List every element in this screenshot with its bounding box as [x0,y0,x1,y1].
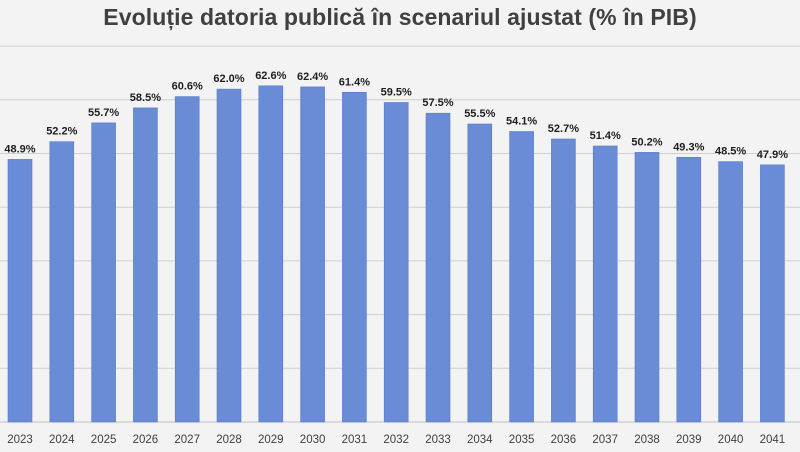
bar-2037 [592,145,618,423]
x-tick-label-2025: 2025 [91,434,117,446]
data-label-2035: 54.1% [506,116,537,128]
x-tick-label-2040: 2040 [718,434,744,446]
x-tick-label-2030: 2030 [300,434,326,446]
x-tick-label-2033: 2033 [425,434,451,446]
data-label-2027: 60.6% [172,81,203,93]
x-tick-label-2029: 2029 [258,434,284,446]
bar-2035 [509,131,534,423]
bar-2032 [383,102,409,423]
data-label-2023: 48.9% [4,143,35,155]
data-label-2030: 62.4% [297,71,328,83]
data-label-2031: 61.4% [339,76,370,88]
bar-2030 [300,86,325,423]
x-tick-label-2028: 2028 [216,434,242,446]
data-label-2038: 50.2% [631,136,662,148]
bar-2023 [7,159,33,423]
bar-2033 [425,112,451,423]
bar-2041 [760,164,785,423]
bar-2034 [467,123,493,423]
bar-2040 [718,161,743,423]
x-tick-label-2023: 2023 [7,434,33,446]
data-label-2033: 57.5% [422,97,453,109]
x-tick-label-2036: 2036 [551,434,577,446]
x-tick-label-2035: 2035 [509,434,535,446]
data-label-2039: 49.3% [673,141,704,153]
x-tick-label-2026: 2026 [133,434,159,446]
data-label-2029: 62.6% [255,70,286,82]
bar-2024 [49,141,75,423]
chart-title: Evoluție datoria publică în scenariul aj… [103,4,697,30]
data-label-2037: 51.4% [590,130,621,142]
data-label-2025: 55.7% [88,107,119,119]
bar-2028 [216,88,242,423]
x-tick-label-2032: 2032 [383,434,409,446]
x-tick-label-2041: 2041 [760,434,786,446]
data-label-2040: 48.5% [715,146,746,158]
bar-2039 [676,157,702,423]
bar-2036 [551,138,576,423]
bar-2025 [91,122,116,423]
x-tick-label-2039: 2039 [676,434,702,446]
bar-2038 [634,152,660,423]
x-tick-label-2024: 2024 [49,434,75,446]
x-tick-label-2038: 2038 [634,434,660,446]
data-label-2028: 62.0% [213,73,244,85]
x-tick-label-2031: 2031 [342,434,368,446]
bar-2026 [133,107,158,423]
x-tick-label-2037: 2037 [592,434,618,446]
bar-2027 [174,96,200,423]
data-label-2026: 58.5% [130,92,161,104]
x-tick-label-2034: 2034 [467,434,493,446]
data-label-2034: 55.5% [464,108,495,120]
data-label-2032: 59.5% [381,87,412,99]
data-label-2036: 52.7% [548,123,579,135]
x-tick-label-2027: 2027 [174,434,200,446]
bar-2029 [258,85,284,423]
bar-2031 [342,92,367,423]
data-label-2024: 52.2% [46,126,77,138]
data-label-2041: 47.9% [757,149,788,161]
